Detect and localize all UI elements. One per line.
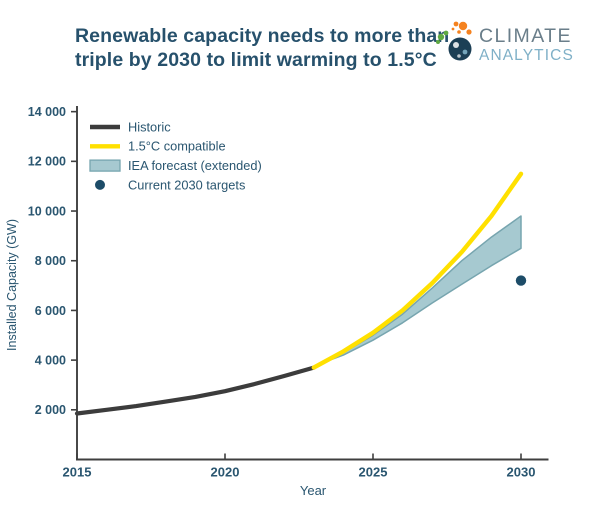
- compatible-15c-line: [311, 171, 524, 370]
- current-2030-target-dot: [515, 275, 527, 286]
- page-title-line1: Renewable capacity needs to more than: [75, 25, 450, 47]
- y-tick-label-12000: 12 000: [28, 155, 66, 169]
- y-axis-label: Installed Capacity (GW): [5, 219, 19, 351]
- y-tick-label-6000: 6 000: [35, 304, 66, 318]
- x-tick-label-2015: 2015: [63, 465, 92, 480]
- legend-swatch-2: [89, 159, 121, 172]
- legend-label-2: IEA forecast (extended): [128, 158, 262, 173]
- chart-area: 2 000 4 000 6 000 8 000 10 000 12 000 14 000 20…: [0, 89, 600, 509]
- x-axis-label: Year: [300, 483, 327, 498]
- y-tick-label-10000: 10 000: [28, 204, 66, 218]
- chart-header: Renewable capacity needs to more than tr…: [75, 24, 455, 72]
- legend-swatch-3: [95, 179, 105, 190]
- y-tick-label-2000: 2 000: [35, 403, 66, 417]
- legend-label-3: Current 2030 targets: [128, 177, 245, 192]
- climate-analytics-logo: CLIMATE ANALYTICS: [436, 21, 574, 64]
- y-tick-label-4000: 4 000: [35, 354, 66, 368]
- logo-word-climate: CLIMATE: [479, 25, 572, 47]
- page-title-line2: triple by 2030 to limit warming to 1.5°C: [75, 49, 437, 71]
- legend-label-0: Historic: [128, 119, 171, 134]
- x-tick-label-2020: 2020: [211, 465, 240, 480]
- x-tick-label-2030: 2030: [507, 465, 536, 480]
- y-tick-label-14000: 14 000: [28, 105, 66, 119]
- globe-icon: [436, 21, 472, 61]
- x-tick-label-2025: 2025: [359, 465, 388, 480]
- logo-word-analytics: ANALYTICS: [479, 47, 574, 64]
- legend-label-1: 1.5°C compatible: [128, 139, 226, 154]
- y-tick-label-8000: 8 000: [35, 254, 66, 268]
- chart-svg: 2 000 4 000 6 000 8 000 10 000 12 000 14 000 20…: [5, 105, 549, 498]
- historic-line: [74, 365, 316, 416]
- iea-forecast-band: [327, 215, 522, 362]
